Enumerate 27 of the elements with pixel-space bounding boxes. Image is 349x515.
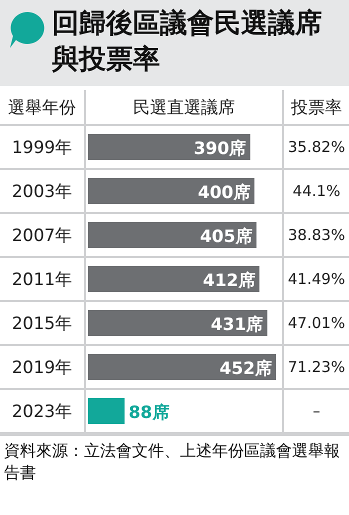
y-tick-label: 2007年 (0, 214, 84, 256)
y-tick-label: 1999年 (0, 126, 84, 168)
text: 38.83% (284, 214, 349, 256)
data-label: 88席 (128, 403, 170, 423)
chart-title: 回歸後區議會民選議席與投票率 (52, 7, 323, 77)
y-axis-title: 選舉年份 (0, 90, 84, 124)
text: 35.82% (284, 126, 349, 168)
text: 71.23% (284, 346, 349, 388)
text: 投票率 (284, 90, 349, 124)
data-label: 390席 (194, 139, 246, 159)
y-tick-label: 2003年 (0, 170, 84, 212)
text: 41.49% (284, 258, 349, 300)
text: – (284, 390, 349, 432)
x-axis-title: 民選直選議席 (86, 90, 282, 124)
data-label: 452席 (220, 359, 272, 379)
source-note: 資料來源：立法會文件、上述年份區議會選舉報告書 (4, 440, 341, 484)
bar (88, 398, 125, 424)
y-tick-label: 2011年 (0, 258, 84, 300)
data-label: 431席 (210, 315, 264, 335)
text: 47.01% (284, 302, 349, 344)
data-label: 405席 (200, 227, 252, 247)
y-tick-label: 2023年 (0, 390, 84, 432)
y-tick-label: 2015年 (0, 302, 84, 344)
data-label: 412席 (202, 271, 256, 291)
y-tick-label: 2019年 (0, 346, 84, 388)
text: 44.1% (284, 170, 349, 212)
data-label: 400席 (198, 183, 250, 203)
